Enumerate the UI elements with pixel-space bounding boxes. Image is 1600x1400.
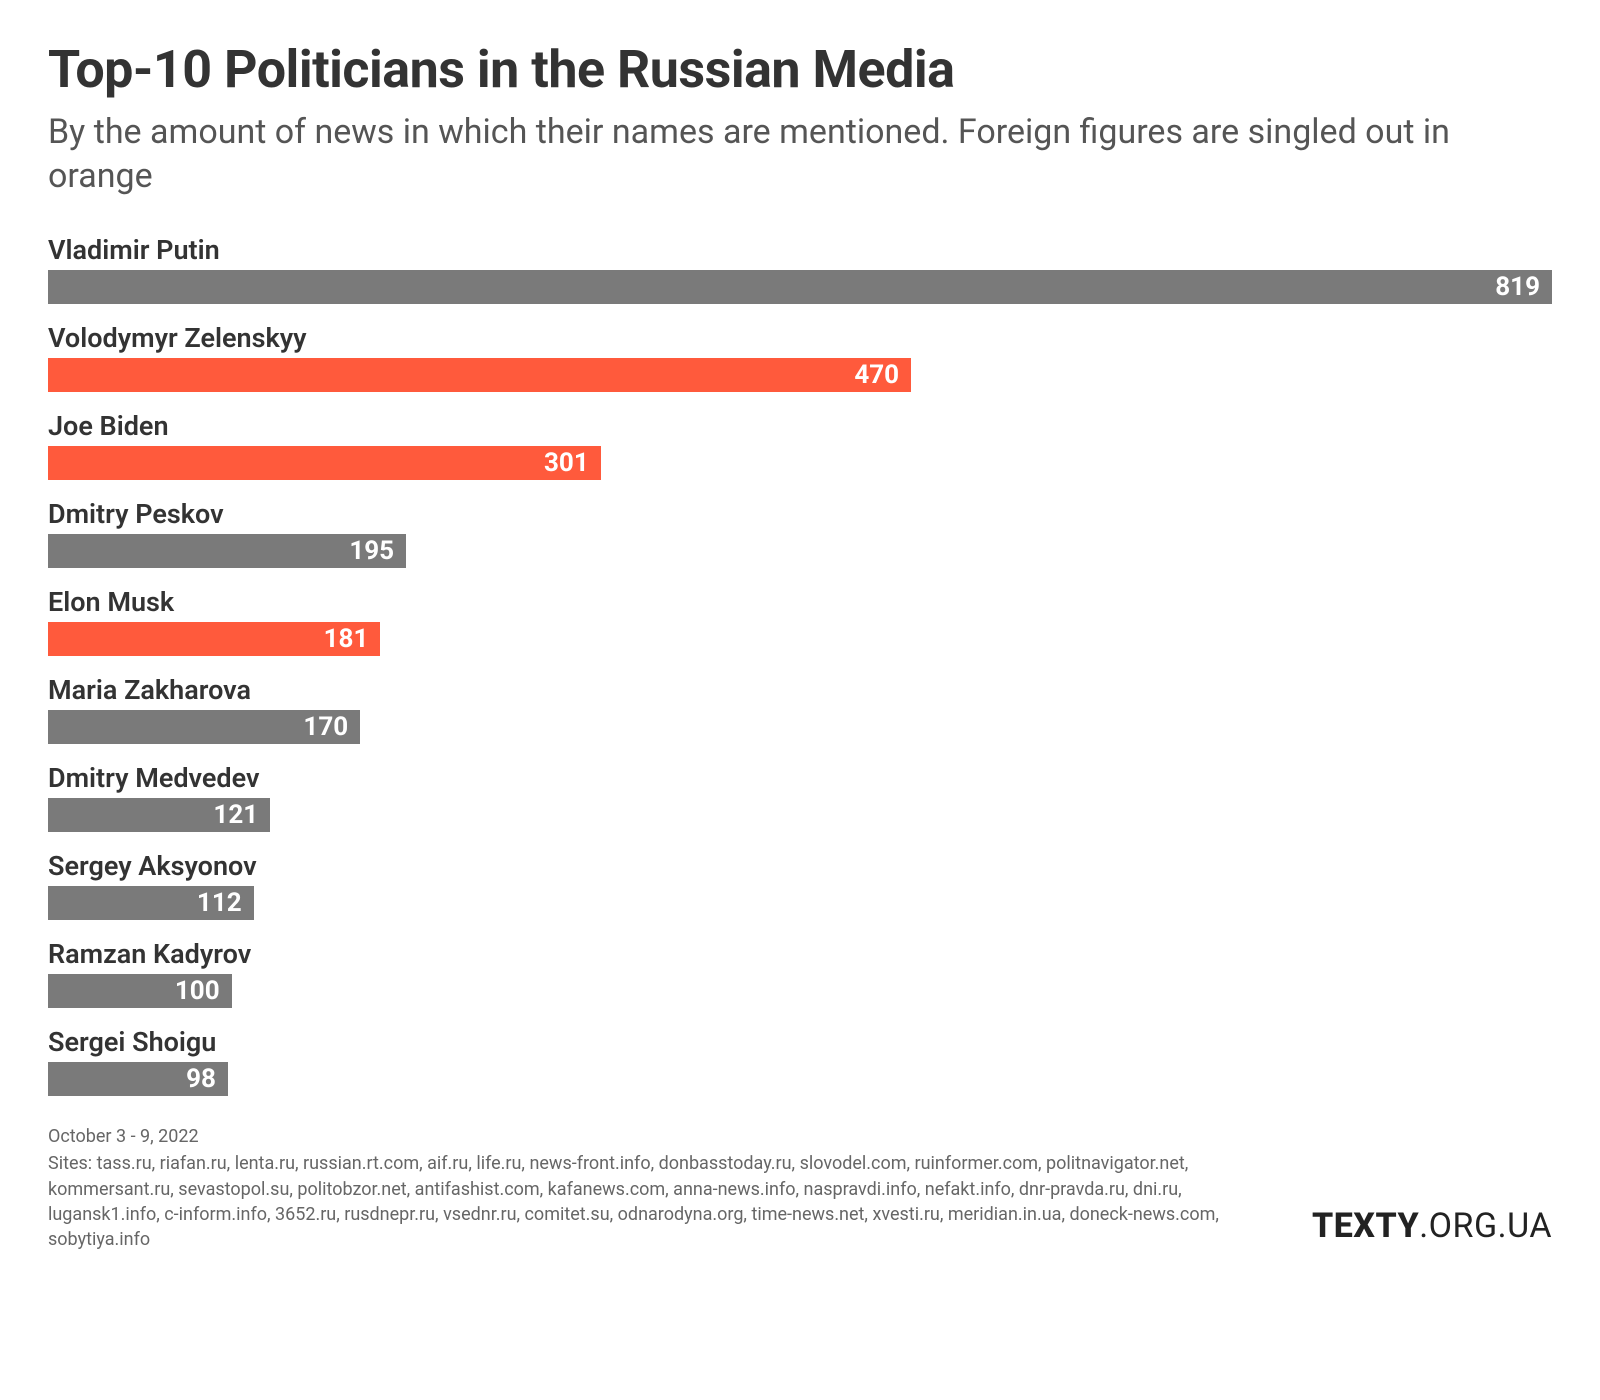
- bar-track: 121: [48, 798, 1552, 832]
- bar-label: Sergey Aksyonov: [48, 850, 1552, 882]
- bar-row: Sergey Aksyonov 112: [48, 850, 1552, 920]
- bar-track: 301: [48, 446, 1552, 480]
- bar-value: 112: [197, 888, 242, 918]
- bar-row: Sergei Shoigu 98: [48, 1026, 1552, 1096]
- bar-label: Dmitry Medvedev: [48, 762, 1552, 794]
- bar-value: 470: [854, 360, 899, 390]
- bar-fill: 112: [48, 886, 254, 920]
- bar-track: 100: [48, 974, 1552, 1008]
- bar-row: Maria Zakharova 170: [48, 674, 1552, 744]
- bar-value: 819: [1495, 272, 1540, 302]
- footer-sources-list: tass.ru, riafan.ru, lenta.ru, russian.rt…: [48, 1153, 1219, 1250]
- logo-light: .ORG.UA: [1419, 1206, 1552, 1246]
- bar-label: Joe Biden: [48, 410, 1552, 442]
- bar-row: Joe Biden 301: [48, 410, 1552, 480]
- bar-label: Ramzan Kadyrov: [48, 938, 1552, 970]
- bar-label: Vladimir Putin: [48, 234, 1552, 266]
- bar-chart: Vladimir Putin 819 Volodymyr Zelenskyy 470 J…: [48, 234, 1552, 1096]
- bar-fill: 98: [48, 1062, 228, 1096]
- bar-track: 98: [48, 1062, 1552, 1096]
- bar-row: Dmitry Peskov 195: [48, 498, 1552, 568]
- bar-fill: 121: [48, 798, 270, 832]
- bar-fill: 470: [48, 358, 911, 392]
- bar-label: Dmitry Peskov: [48, 498, 1552, 530]
- logo-bold: TEXTY: [1312, 1206, 1419, 1246]
- bar-row: Dmitry Medvedev 121: [48, 762, 1552, 832]
- bar-label: Sergei Shoigu: [48, 1026, 1552, 1058]
- bar-label: Volodymyr Zelenskyy: [48, 322, 1552, 354]
- bar-track: 170: [48, 710, 1552, 744]
- footer-text: October 3 - 9, 2022 Sites: tass.ru, riaf…: [48, 1124, 1228, 1252]
- bar-fill: 181: [48, 622, 380, 656]
- bar-fill: 195: [48, 534, 406, 568]
- bar-row: Ramzan Kadyrov 100: [48, 938, 1552, 1008]
- bar-row: Volodymyr Zelenskyy 470: [48, 322, 1552, 392]
- bar-row: Vladimir Putin 819: [48, 234, 1552, 304]
- bar-track: 470: [48, 358, 1552, 392]
- bar-value: 195: [349, 536, 394, 566]
- footer-date: October 3 - 9, 2022: [48, 1124, 1228, 1149]
- bar-fill: 100: [48, 974, 232, 1008]
- bar-fill: 819: [48, 270, 1552, 304]
- bar-value: 98: [186, 1064, 216, 1094]
- bar-row: Elon Musk 181: [48, 586, 1552, 656]
- bar-value: 121: [213, 800, 258, 830]
- bar-value: 301: [544, 448, 589, 478]
- publisher-logo: TEXTY.ORG.UA: [1312, 1206, 1552, 1252]
- bar-value: 181: [324, 624, 369, 654]
- bar-fill: 301: [48, 446, 601, 480]
- bar-value: 170: [303, 712, 348, 742]
- bar-value: 100: [175, 976, 220, 1006]
- chart-footer: October 3 - 9, 2022 Sites: tass.ru, riaf…: [48, 1124, 1552, 1252]
- chart-title: Top-10 Politicians in the Russian Media: [48, 40, 1552, 100]
- bar-track: 112: [48, 886, 1552, 920]
- footer-sources: Sites: tass.ru, riafan.ru, lenta.ru, rus…: [48, 1151, 1228, 1252]
- bar-label: Maria Zakharova: [48, 674, 1552, 706]
- bar-label: Elon Musk: [48, 586, 1552, 618]
- bar-track: 195: [48, 534, 1552, 568]
- bar-track: 181: [48, 622, 1552, 656]
- footer-sources-prefix: Sites:: [48, 1153, 97, 1174]
- bar-track: 819: [48, 270, 1552, 304]
- chart-subtitle: By the amount of news in which their nam…: [48, 110, 1498, 198]
- bar-fill: 170: [48, 710, 360, 744]
